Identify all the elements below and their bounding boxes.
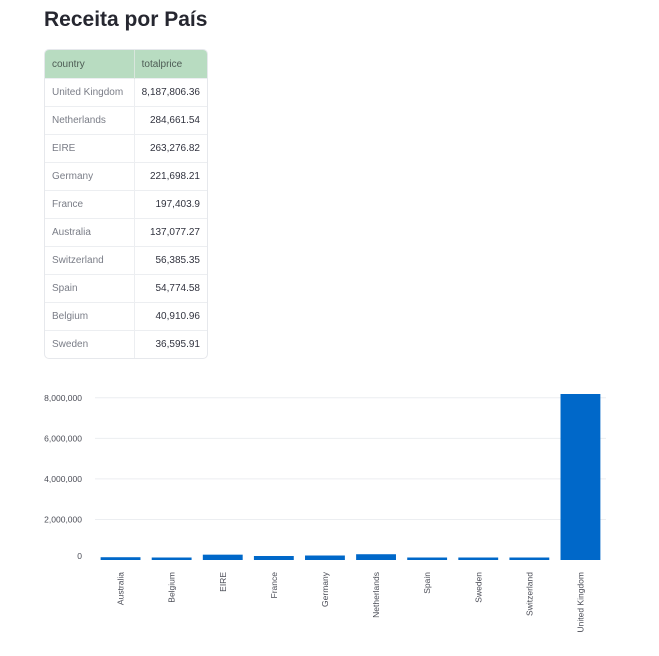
- cell-country: Germany: [45, 162, 135, 191]
- x-tick-label: France: [269, 572, 279, 599]
- y-tick-label: 6,000,000: [44, 433, 82, 443]
- table-row[interactable]: United Kingdom 8,187,806.36: [45, 78, 207, 107]
- column-header-country[interactable]: country: [45, 50, 135, 79]
- column-header-totalprice[interactable]: totalprice: [134, 50, 207, 79]
- cell-totalprice: 221,698.21: [134, 162, 207, 191]
- cell-totalprice: 36,595.91: [134, 330, 207, 358]
- bar-france[interactable]: [253, 556, 294, 560]
- bars: [100, 394, 601, 561]
- x-tick-label: Belgium: [167, 572, 177, 603]
- bar-germany[interactable]: [305, 555, 345, 560]
- x-tick-label: Germany: [320, 571, 330, 607]
- cell-country: Netherlands: [45, 106, 135, 135]
- bar-australia[interactable]: [100, 557, 141, 560]
- bar-belgium[interactable]: [151, 557, 192, 561]
- cell-country: Australia: [45, 218, 135, 247]
- x-tick-label: United Kingdom: [575, 572, 585, 632]
- table-header-row: country totalprice: [45, 50, 207, 79]
- table-row[interactable]: Switzerland 56,385.35: [45, 246, 207, 275]
- cell-totalprice: 56,385.35: [134, 246, 207, 275]
- cell-totalprice: 197,403.9: [134, 190, 207, 219]
- bar-united-kingdom[interactable]: [560, 394, 601, 560]
- page-title: Receita por País: [44, 8, 208, 31]
- table-row[interactable]: Germany 221,698.21: [45, 162, 207, 191]
- bar-netherlands[interactable]: [356, 554, 396, 560]
- cell-totalprice: 54,774.58: [134, 274, 207, 303]
- y-tick-label: 4,000,000: [44, 474, 82, 484]
- cell-country: United Kingdom: [45, 78, 135, 107]
- cell-country: Belgium: [45, 302, 135, 331]
- bar-switzerland[interactable]: [509, 557, 550, 561]
- x-tick-label: Sweden: [473, 572, 483, 603]
- cell-totalprice: 40,910.96: [134, 302, 207, 331]
- table-row[interactable]: Spain 54,774.58: [45, 274, 207, 303]
- country-revenue-table[interactable]: country totalprice United Kingdom 8,187,…: [44, 49, 208, 359]
- table-row[interactable]: Australia 137,077.27: [45, 218, 207, 247]
- cell-totalprice: 263,276.82: [134, 134, 207, 163]
- x-tick-label: EIRE: [218, 572, 228, 592]
- x-tick-label: Spain: [422, 572, 432, 594]
- table-row[interactable]: Sweden 36,595.91: [45, 330, 207, 358]
- table-row[interactable]: Belgium 40,910.96: [45, 302, 207, 331]
- cell-country: Spain: [45, 274, 135, 303]
- cell-country: Sweden: [45, 330, 135, 358]
- gridlines: [95, 397, 606, 520]
- table-row[interactable]: EIRE 263,276.82: [45, 134, 207, 163]
- table-row[interactable]: Netherlands 284,661.54: [45, 106, 207, 135]
- x-tick-label: Netherlands: [371, 572, 381, 618]
- cell-totalprice: 284,661.54: [134, 106, 207, 135]
- y-tick-label: 2,000,000: [44, 514, 82, 524]
- x-tick-label: Australia: [116, 572, 126, 605]
- x-tick-label: Switzerland: [524, 572, 534, 616]
- bar-sweden[interactable]: [458, 557, 499, 561]
- cell-totalprice: 8,187,806.36: [134, 78, 207, 107]
- cell-country: Switzerland: [45, 246, 135, 275]
- cell-totalprice: 137,077.27: [134, 218, 207, 247]
- y-tick-label: 0: [77, 551, 82, 561]
- y-tick-label: 8,000,000: [44, 393, 82, 403]
- x-axis-ticks: Australia Belgium EIRE France Germany Netherl…: [116, 571, 586, 632]
- data-table: country totalprice United Kingdom 8,187,…: [45, 50, 207, 358]
- cell-country: EIRE: [45, 134, 135, 163]
- bar-spain[interactable]: [407, 557, 448, 561]
- cell-country: France: [45, 190, 135, 219]
- table-row[interactable]: France 197,403.9: [45, 190, 207, 219]
- y-axis-ticks: 0 2,000,000 4,000,000 6,000,000 8,000,000: [44, 393, 82, 561]
- bar-eire[interactable]: [202, 554, 243, 560]
- revenue-bar-chart[interactable]: 0 2,000,000 4,000,000 6,000,000 8,000,000 Au…: [0, 380, 659, 650]
